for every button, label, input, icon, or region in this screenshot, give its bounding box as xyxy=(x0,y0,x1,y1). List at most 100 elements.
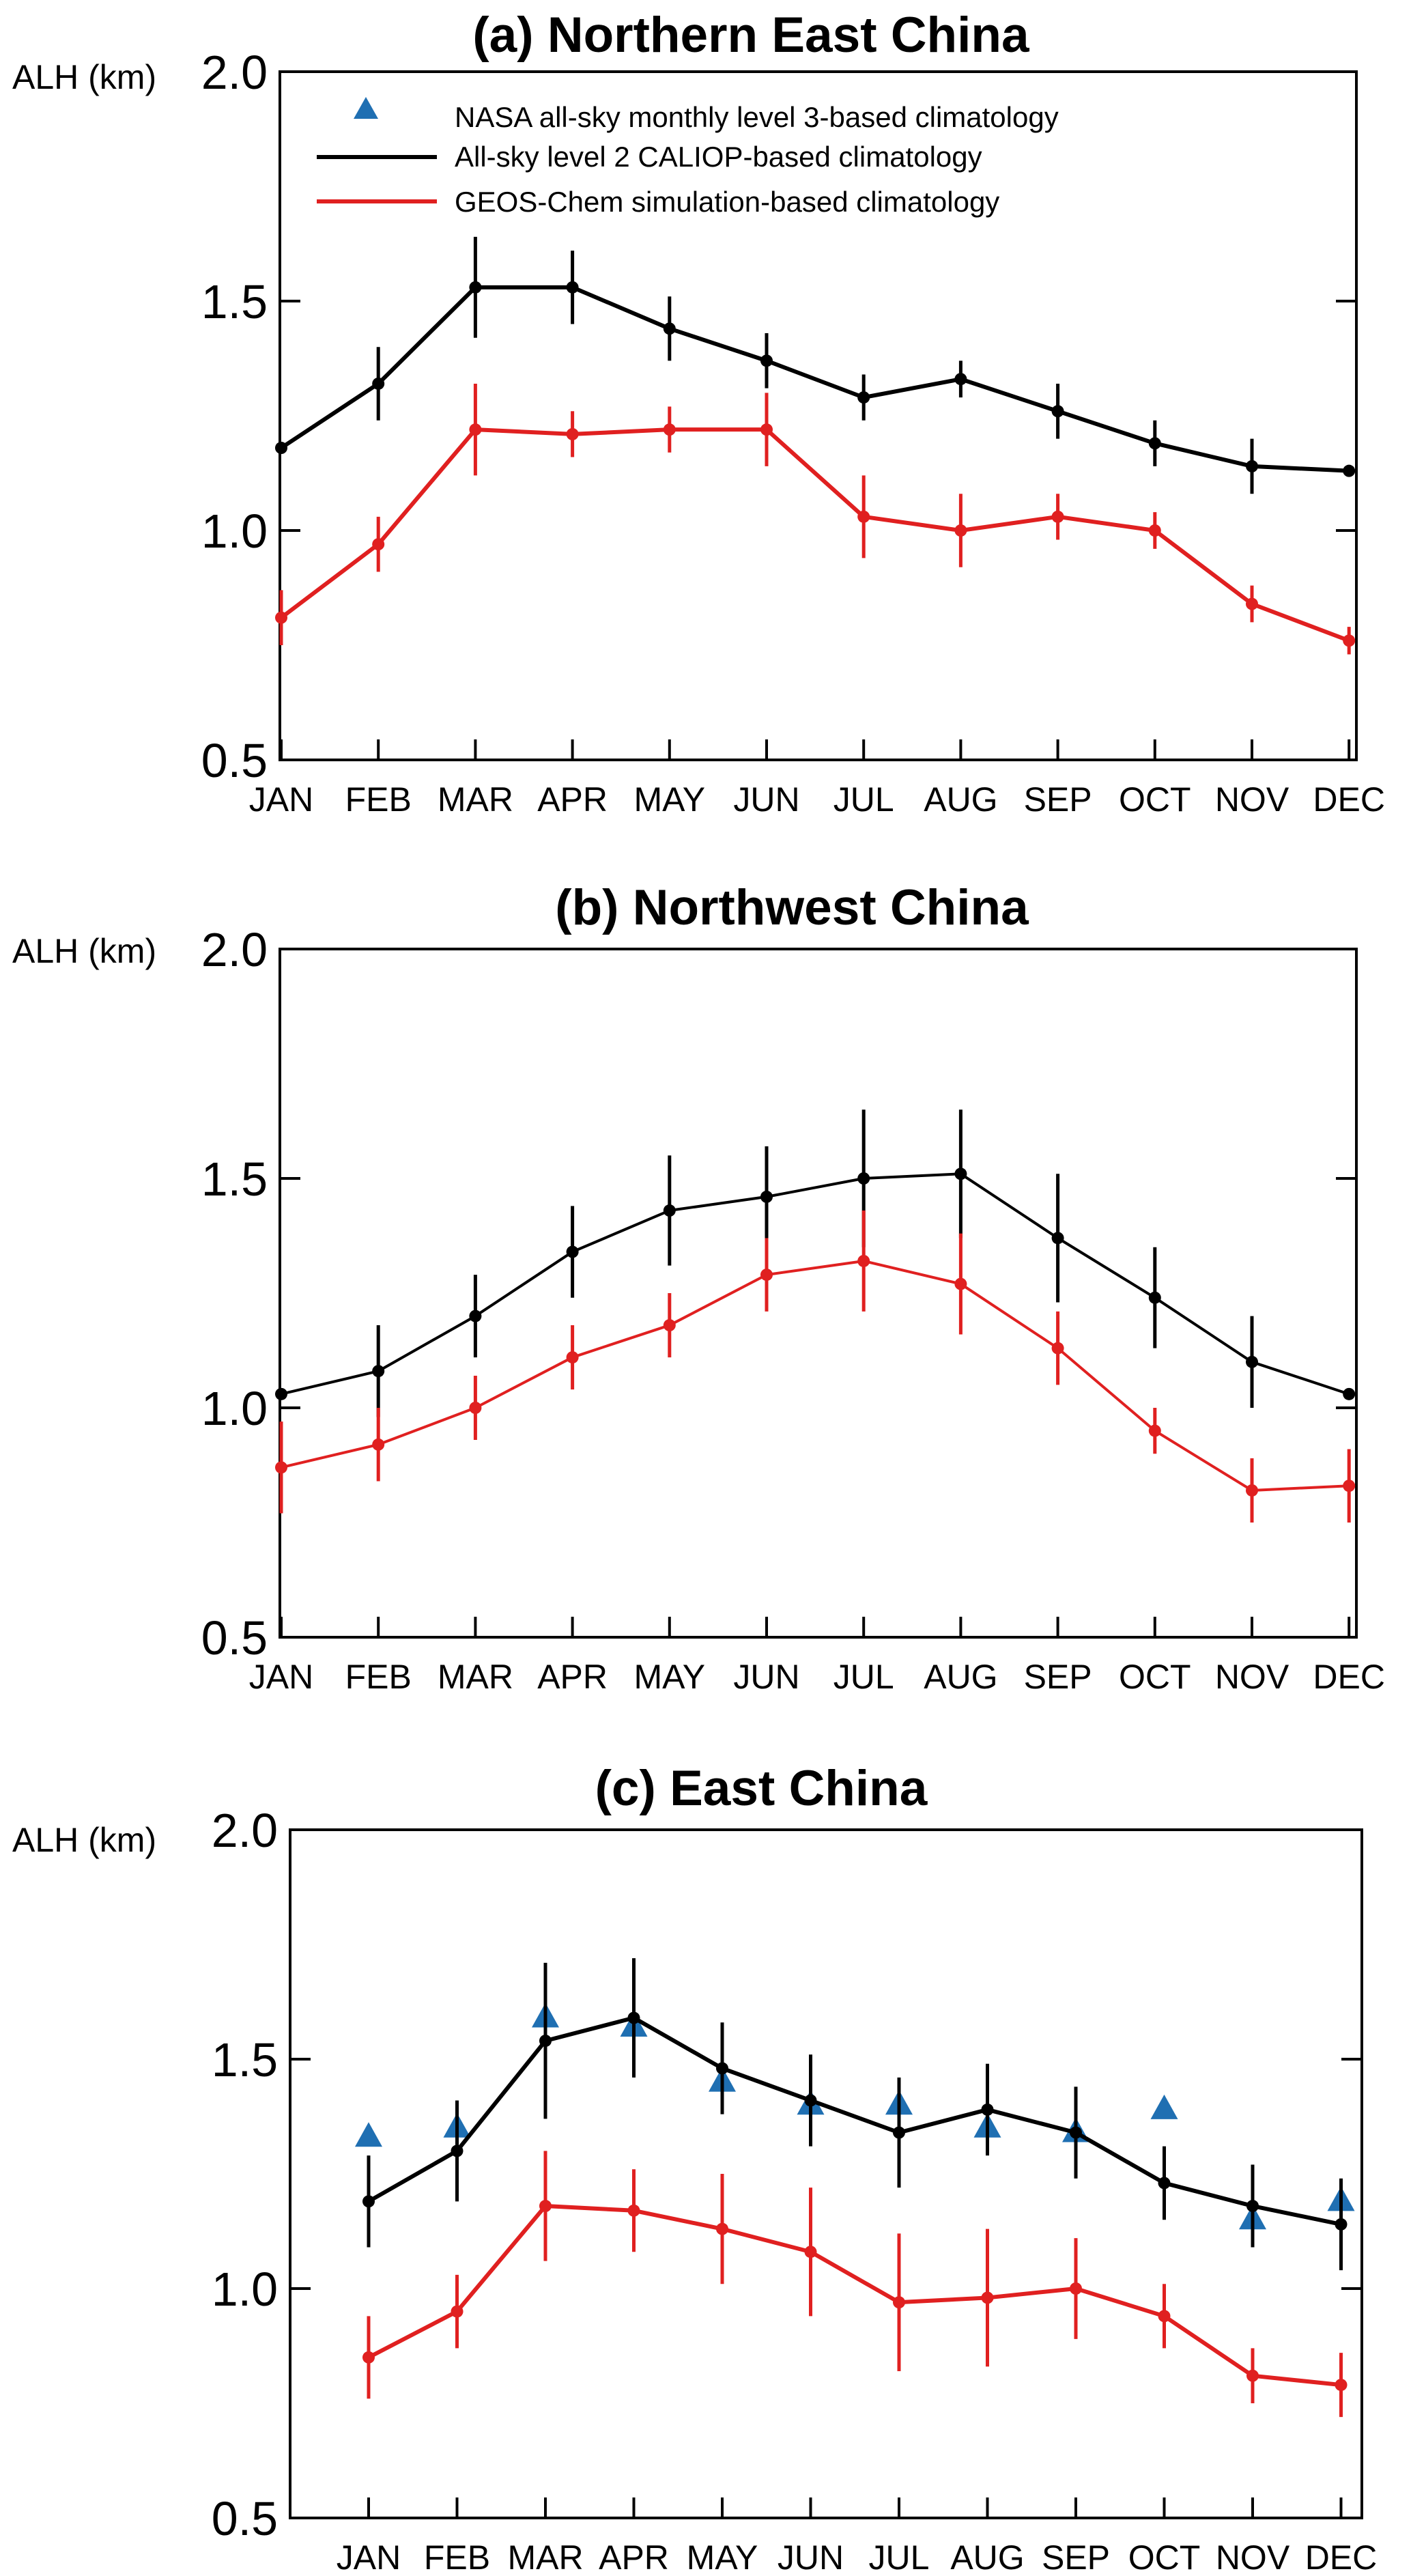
tick-marks xyxy=(280,948,1356,1639)
geos-chem-simulation-based-climatology-point xyxy=(1343,634,1356,647)
geos-chem-simulation-based-climatology-point xyxy=(627,2204,640,2217)
y-tick-label: 0.5 xyxy=(201,1611,268,1665)
x-tick-label: FEB xyxy=(345,1658,412,1696)
legend-label-geos: GEOS-Chem simulation-based climatology xyxy=(455,186,999,218)
geos-chem-simulation-based-climatology-point xyxy=(566,1351,579,1364)
geos-chem-simulation-based-climatology-point xyxy=(566,427,579,440)
x-tick-label: MAR xyxy=(507,2538,583,2576)
panel-title: (b) Northwest China xyxy=(555,880,1029,935)
geos-chem-simulation-based-climatology-point xyxy=(372,538,385,551)
geos-chem-simulation-based-climatology-point xyxy=(362,2351,375,2364)
x-tick-label: AUG xyxy=(924,1658,997,1696)
series-layer xyxy=(275,236,1356,655)
x-tick-label: JUL xyxy=(833,780,894,819)
all-sky-level-2-caliop-based-climatology-point xyxy=(716,2062,728,2075)
x-tick-label: MAY xyxy=(633,780,705,819)
y-tick-label: 1.0 xyxy=(201,505,268,558)
x-tick-label: OCT xyxy=(1119,780,1191,819)
x-tick-label: DEC xyxy=(1313,1658,1385,1696)
legend: NASA all-sky monthly level 3-based clima… xyxy=(317,97,1059,218)
all-sky-level-2-caliop-based-climatology-point xyxy=(451,2145,464,2157)
geos-chem-simulation-based-climatology-point xyxy=(1335,2379,1348,2392)
x-tick-label: JUL xyxy=(833,1658,894,1696)
y-axis-label: ALH (km) xyxy=(12,932,156,970)
plot-frame xyxy=(279,70,1358,761)
x-tick-label: MAR xyxy=(438,1658,513,1696)
legend-label-nasa: NASA all-sky monthly level 3-based clima… xyxy=(455,101,1059,133)
legend-marker-nasa xyxy=(354,97,378,119)
x-tick-label: FEB xyxy=(345,780,412,819)
series-layer xyxy=(275,1109,1356,1523)
geos-chem-simulation-based-climatology-point xyxy=(1070,2282,1082,2295)
geos-chem-simulation-based-climatology-point xyxy=(760,1269,773,1282)
all-sky-level-2-caliop-based-climatology-line xyxy=(280,285,1350,473)
all-sky-level-2-caliop-based-climatology-point xyxy=(1246,2200,1259,2213)
tick-labels: 0.5 1.0 1.5 2.0 JAN FEB MAR APR MAY JUN JUL AUG SEP O… xyxy=(201,923,1385,1696)
geos-chem-simulation-based-climatology-point xyxy=(1051,510,1064,523)
all-sky-level-2-caliop-based-climatology-point xyxy=(1335,2218,1348,2231)
geos-chem-simulation-based-climatology-line xyxy=(367,2204,1341,2388)
all-sky-level-2-caliop-based-climatology-point xyxy=(663,1204,676,1217)
geos-chem-simulation-based-climatology-point xyxy=(1246,597,1258,610)
geos-chem-simulation-based-climatology-point xyxy=(760,423,773,436)
x-tick-label: NOV xyxy=(1216,2538,1290,2576)
all-sky-level-2-caliop-based-climatology-point xyxy=(1246,459,1258,472)
geos-chem-simulation-based-climatology-point xyxy=(857,1254,870,1267)
geos-chem-simulation-based-climatology-point xyxy=(1051,1342,1064,1355)
y-tick-label: 1.5 xyxy=(201,1152,268,1206)
x-tick-label: OCT xyxy=(1119,1658,1191,1696)
all-sky-level-2-caliop-based-climatology-point xyxy=(857,1172,870,1185)
geos-chem-simulation-based-climatology-point xyxy=(1148,1424,1161,1437)
plot-frame xyxy=(279,948,1358,1639)
all-sky-level-2-caliop-based-climatology-point xyxy=(1070,2126,1082,2139)
all-sky-level-2-caliop-based-climatology-line xyxy=(367,2015,1342,2226)
y-tick-label: 0.5 xyxy=(212,2492,278,2545)
plot-frame xyxy=(289,1828,1363,2519)
all-sky-level-2-caliop-based-climatology-point xyxy=(1148,1291,1161,1304)
x-tick-label: JAN xyxy=(249,780,313,819)
geos-chem-simulation-based-climatology-point xyxy=(716,2222,728,2235)
geos-chem-simulation-based-climatology-point xyxy=(1158,2310,1171,2323)
geos-chem-simulation-based-climatology-point xyxy=(954,1277,967,1290)
all-sky-level-2-caliop-based-climatology-point xyxy=(760,354,773,367)
x-tick-label: MAR xyxy=(438,780,513,819)
x-tick-label: NOV xyxy=(1215,1658,1289,1696)
geos-chem-simulation-based-climatology-line xyxy=(281,1259,1350,1492)
geos-chem-simulation-based-climatology-point xyxy=(1148,524,1161,537)
x-tick-label: JUN xyxy=(778,2538,844,2576)
panel-title: (c) East China xyxy=(595,1761,928,1816)
y-tick-label: 2.0 xyxy=(212,1804,278,1857)
tick-marks xyxy=(290,1828,1362,2519)
geos-chem-simulation-based-climatology-point xyxy=(451,2305,464,2318)
x-tick-label: NOV xyxy=(1215,780,1289,819)
all-sky-level-2-caliop-based-climatology-point xyxy=(539,2035,552,2048)
x-tick-label: AUG xyxy=(924,780,997,819)
all-sky-level-2-caliop-based-climatology-point xyxy=(627,2011,640,2024)
all-sky-level-2-caliop-based-climatology-point xyxy=(275,1387,287,1400)
x-tick-label: DEC xyxy=(1305,2538,1378,2576)
geos-chem-simulation-based-climatology-point xyxy=(1246,1484,1258,1497)
x-tick-label: SEP xyxy=(1024,1658,1092,1696)
x-tick-label: APR xyxy=(537,780,608,819)
geos-chem-simulation-based-climatology-point xyxy=(857,510,870,523)
all-sky-level-2-caliop-based-climatology-point xyxy=(1051,1232,1064,1245)
x-tick-label: MAY xyxy=(687,2538,758,2576)
x-tick-label: SEP xyxy=(1042,2538,1110,2576)
all-sky-level-2-caliop-based-climatology-point xyxy=(804,2094,817,2107)
nasa-triangle-point xyxy=(1150,2094,1178,2119)
geos-chem-simulation-based-climatology-point xyxy=(275,1461,287,1474)
geos-chem-simulation-based-climatology-point xyxy=(469,423,482,436)
geos-chem-simulation-based-climatology-point xyxy=(954,524,967,537)
all-sky-level-2-caliop-based-climatology-point xyxy=(372,1365,385,1378)
y-axis-label: ALH (km) xyxy=(12,58,156,96)
x-tick-label: AUG xyxy=(950,2538,1024,2576)
all-sky-level-2-caliop-based-climatology-point xyxy=(1343,464,1356,477)
geos-chem-simulation-based-climatology-point xyxy=(663,423,676,436)
y-axis-label: ALH (km) xyxy=(12,1821,156,1859)
x-tick-label: FEB xyxy=(424,2538,490,2576)
geos-chem-simulation-based-climatology-point xyxy=(893,2296,905,2309)
series-layer xyxy=(355,1958,1355,2418)
all-sky-level-2-caliop-based-climatology-point xyxy=(566,281,579,294)
y-tick-label: 2.0 xyxy=(201,923,268,976)
geos-chem-simulation-based-climatology-point xyxy=(663,1319,676,1332)
